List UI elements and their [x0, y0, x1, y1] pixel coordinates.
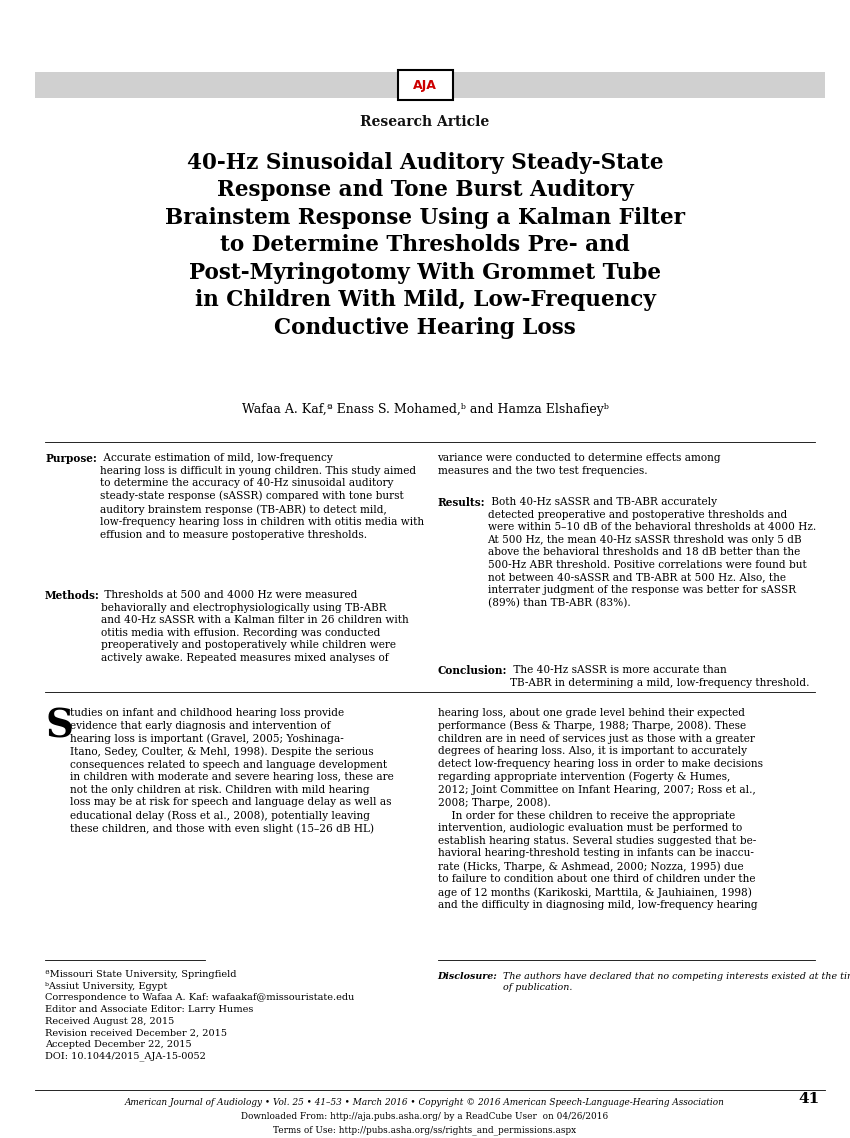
Bar: [398, 71, 452, 100]
Text: Results:: Results:: [438, 497, 485, 508]
Text: Methods:: Methods:: [45, 589, 100, 601]
Text: Wafaa A. Kaf,ª Enass S. Mohamed,ᵇ and Hamza Elshafieyᵇ: Wafaa A. Kaf,ª Enass S. Mohamed,ᵇ and Ha…: [241, 404, 609, 417]
Text: Downloaded From: http://aja.pubs.asha.org/ by a ReadCube User  on 04/26/2016: Downloaded From: http://aja.pubs.asha.or…: [241, 1112, 609, 1121]
Text: AJA: AJA: [413, 79, 437, 91]
Bar: [35, 72, 825, 98]
Text: Terms of Use: http://pubs.asha.org/ss/rights_and_permissions.aspx: Terms of Use: http://pubs.asha.org/ss/ri…: [274, 1125, 576, 1135]
Text: Accurate estimation of mild, low-frequency
hearing loss is difficult in young ch: Accurate estimation of mild, low-frequen…: [100, 453, 424, 539]
Text: variance were conducted to determine effects among
measures and the two test fre: variance were conducted to determine eff…: [438, 453, 721, 476]
Text: The authors have declared that no competing interests existed at the time
of pub: The authors have declared that no compet…: [502, 972, 850, 992]
Text: Thresholds at 500 and 4000 Hz were measured
behaviorally and electrophysiologica: Thresholds at 500 and 4000 Hz were measu…: [101, 589, 409, 662]
Text: Disclosure:: Disclosure:: [438, 972, 497, 981]
Text: Both 40-Hz sASSR and TB-ABR accurately
detected preoperative and postoperative t: Both 40-Hz sASSR and TB-ABR accurately d…: [488, 497, 816, 608]
Text: 41: 41: [799, 1092, 820, 1106]
Text: Conclusion:: Conclusion:: [438, 665, 507, 676]
Text: American Journal of Audiology • Vol. 25 • 41–53 • March 2016 • Copyright © 2016 : American Journal of Audiology • Vol. 25 …: [125, 1098, 725, 1107]
Text: tudies on infant and childhood hearing loss provide
evidence that early diagnosi: tudies on infant and childhood hearing l…: [70, 708, 394, 834]
Text: hearing loss, about one grade level behind their expected
performance (Bess & Th: hearing loss, about one grade level behi…: [438, 708, 762, 910]
Text: 40-Hz Sinusoidal Auditory Steady-State
Response and Tone Burst Auditory
Brainste: 40-Hz Sinusoidal Auditory Steady-State R…: [165, 152, 685, 339]
Text: Research Article: Research Article: [360, 115, 490, 129]
Text: S: S: [45, 708, 73, 747]
Text: The 40-Hz sASSR is more accurate than
TB-ABR in determining a mild, low-frequenc: The 40-Hz sASSR is more accurate than TB…: [509, 665, 809, 687]
Text: Purpose:: Purpose:: [45, 453, 97, 464]
Text: ªMissouri State University, Springfield
ᵇAssiut University, Egypt
Correspondence: ªMissouri State University, Springfield …: [45, 970, 354, 1062]
